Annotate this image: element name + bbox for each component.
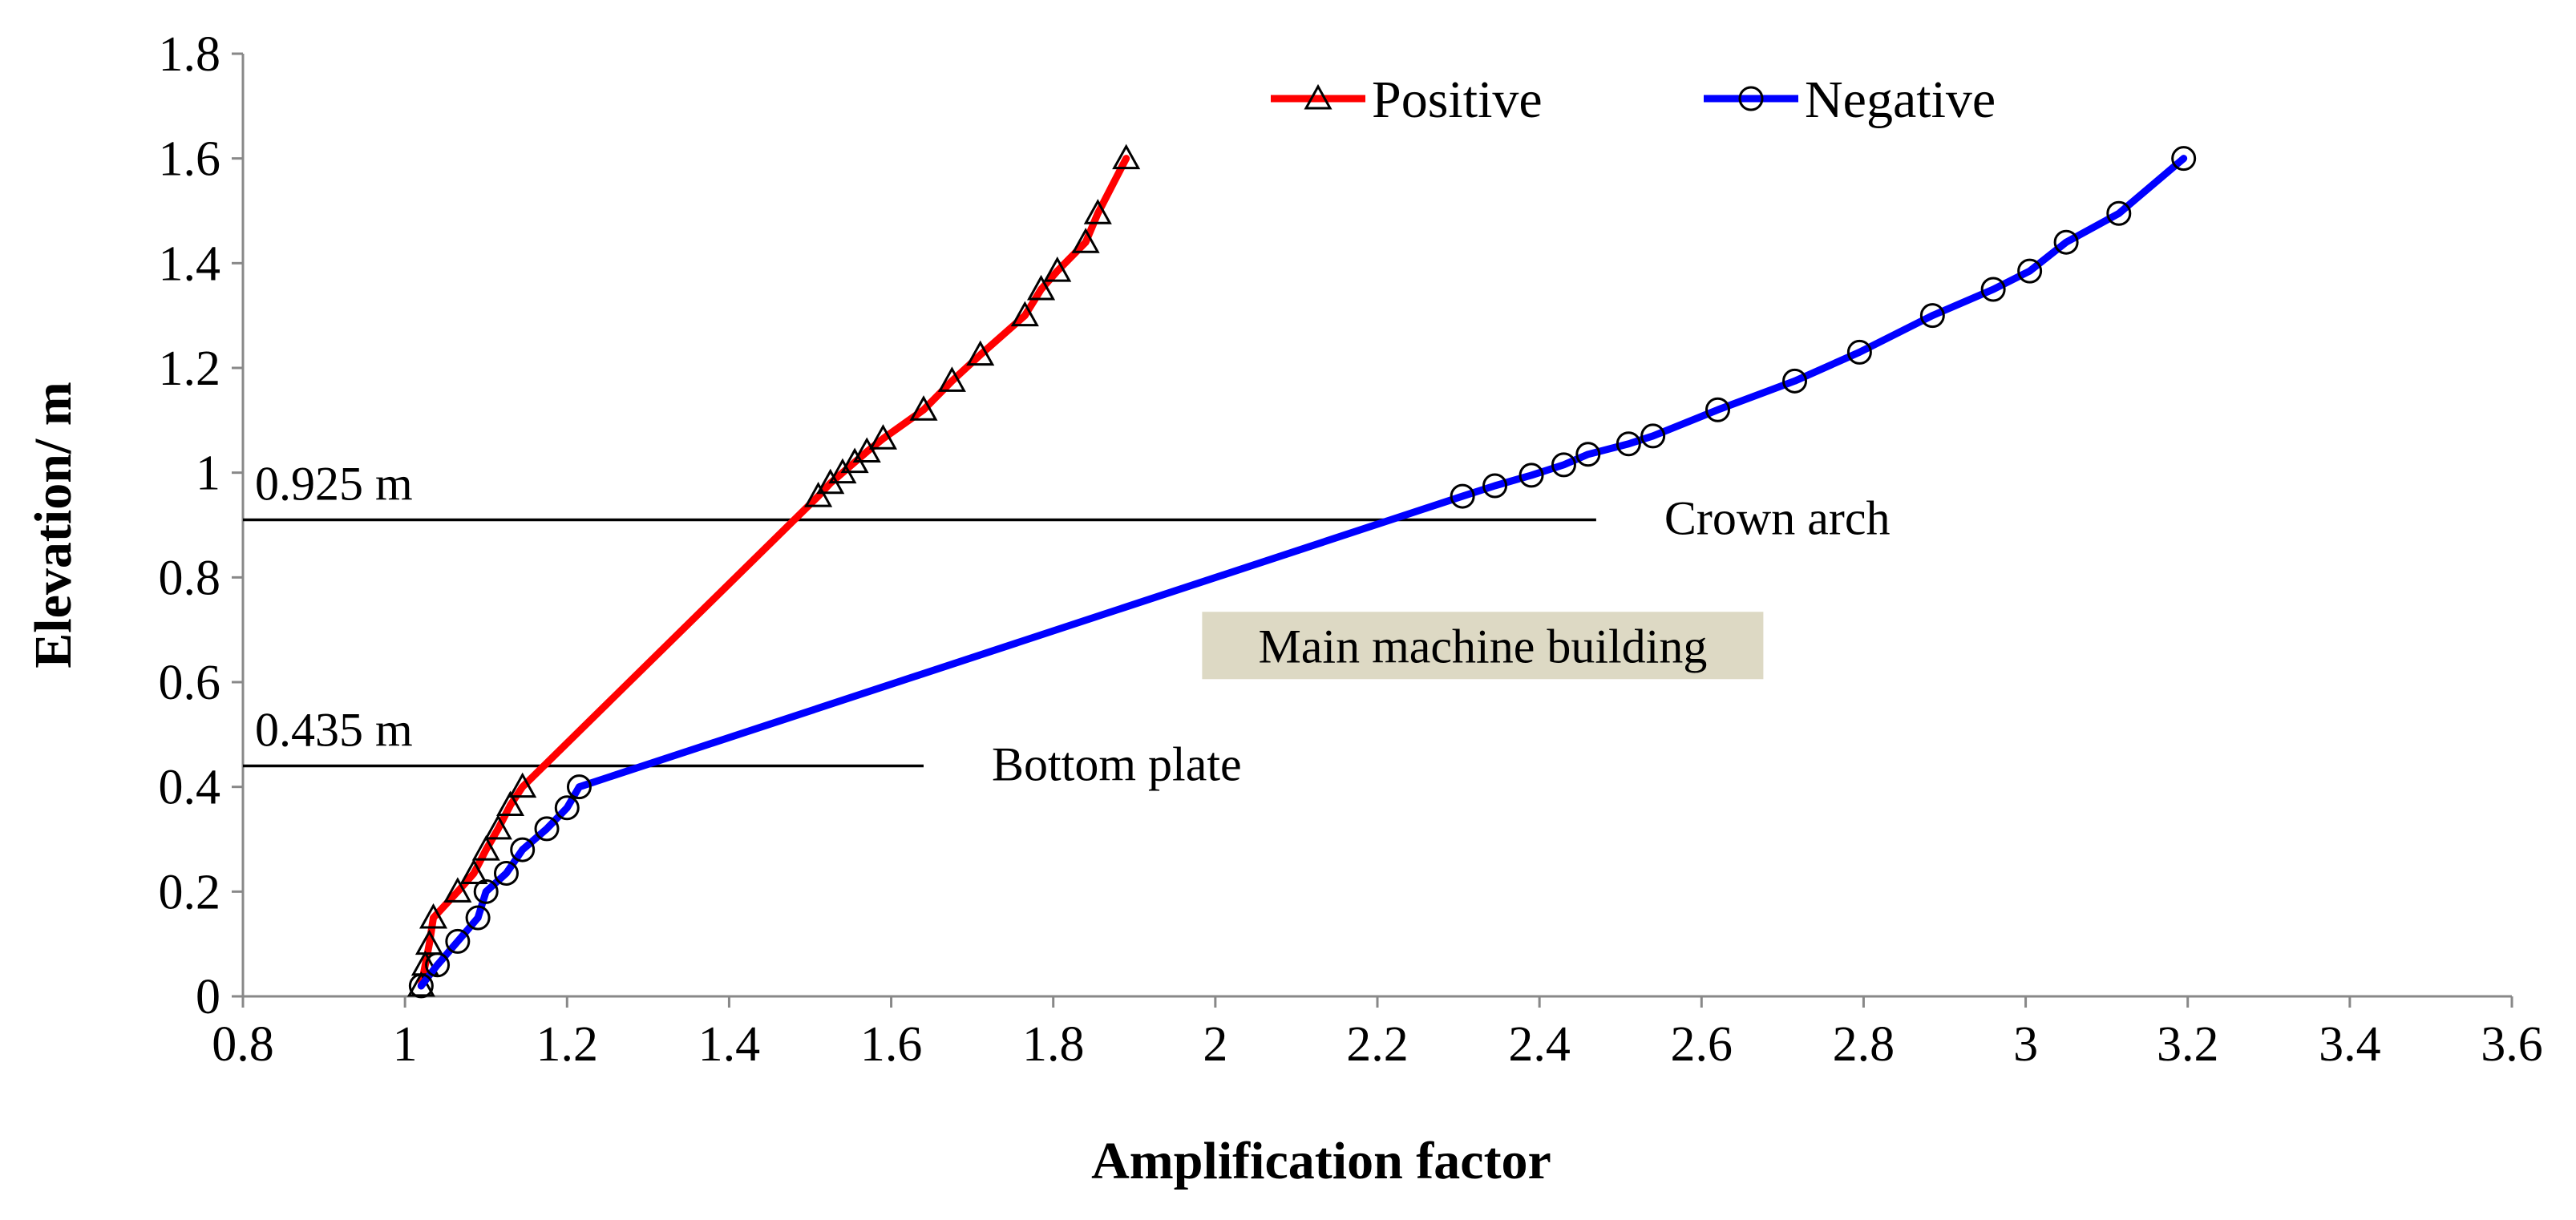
data-point-negative bbox=[1846, 339, 1872, 365]
data-point-positive bbox=[415, 929, 444, 955]
y-tick-label: 1.2 bbox=[159, 341, 221, 396]
y-tick-label: 1.8 bbox=[159, 27, 221, 82]
data-point-positive bbox=[406, 971, 435, 997]
data-point-negative bbox=[493, 860, 519, 886]
data-point-negative bbox=[1782, 368, 1808, 394]
data-point-positive bbox=[495, 790, 525, 817]
series-line-negative bbox=[417, 155, 2188, 990]
data-point-positive bbox=[1010, 301, 1039, 327]
data-point-negative bbox=[1980, 277, 2006, 302]
x-tick-label: 0.8 bbox=[212, 1017, 274, 1072]
x-tick-label: 2.2 bbox=[1346, 1017, 1409, 1072]
data-point-negative bbox=[1616, 431, 1641, 457]
annotations: Main machine building bbox=[1202, 612, 1764, 680]
reference-lines: 0.925 m Crown arch 0.435 m Bottom plate bbox=[243, 457, 1891, 791]
data-point-negative bbox=[2106, 200, 2132, 226]
axes: 0.8 1 1.2 1.4 1.6 1.8 2 2.2 2.4 2.6 2.8 3 3.2 3.4 3.6 0… bbox=[24, 27, 2543, 1190]
reference-line-side-label: Crown arch bbox=[1664, 491, 1891, 544]
legend-label-negative: Negative bbox=[1805, 71, 1996, 129]
y-tick-label: 1 bbox=[196, 446, 220, 501]
x-tick-label: 1.6 bbox=[860, 1017, 923, 1072]
y-tick-label: 0.6 bbox=[159, 656, 221, 710]
y-tick-label: 1.4 bbox=[159, 236, 221, 291]
annotation-text: Main machine building bbox=[1258, 620, 1707, 673]
legend: Positive Negative bbox=[1271, 71, 1996, 129]
y-tick-label: 1.6 bbox=[159, 132, 221, 187]
reference-line-label: 0.435 m bbox=[255, 704, 413, 757]
reference-line-side-label: Bottom plate bbox=[992, 738, 1242, 791]
y-tick-label: 0.8 bbox=[159, 551, 221, 605]
x-tick-label: 3.4 bbox=[2319, 1017, 2381, 1072]
data-point-negative bbox=[2171, 146, 2197, 172]
data-point-positive bbox=[1112, 143, 1141, 170]
data-point-negative bbox=[465, 905, 491, 931]
data-point-negative bbox=[554, 795, 580, 821]
data-point-negative bbox=[2017, 258, 2043, 284]
data-point-negative bbox=[534, 816, 560, 842]
y-tick-label: 0.2 bbox=[159, 865, 221, 919]
data-point-positive bbox=[868, 424, 898, 450]
series-positive bbox=[406, 143, 1141, 997]
legend-label-positive: Positive bbox=[1372, 71, 1543, 129]
data-point-negative bbox=[1519, 463, 1544, 488]
data-point-positive bbox=[909, 395, 938, 421]
data-point-positive bbox=[459, 858, 488, 884]
data-point-negative bbox=[1482, 473, 1508, 499]
annotation-box bbox=[1202, 612, 1764, 680]
x-tick-label: 1.2 bbox=[536, 1017, 599, 1072]
series-group bbox=[406, 143, 2197, 999]
data-point-negative bbox=[1575, 442, 1601, 467]
y-axis-title: Elevation/ m bbox=[24, 382, 83, 669]
legend-marker-positive bbox=[1304, 83, 1332, 110]
data-point-positive bbox=[1043, 257, 1072, 282]
data-point-positive bbox=[508, 772, 537, 798]
x-tick-label: 1 bbox=[393, 1017, 418, 1072]
x-tick-label: 2.8 bbox=[1833, 1017, 1895, 1072]
x-tick-label: 1.4 bbox=[698, 1017, 761, 1072]
data-point-negative bbox=[473, 879, 499, 904]
data-point-negative bbox=[1450, 483, 1475, 509]
data-point-positive bbox=[443, 877, 472, 903]
x-tick-label: 3 bbox=[2013, 1017, 2038, 1072]
data-point-positive bbox=[419, 903, 448, 929]
series-negative bbox=[408, 146, 2197, 999]
data-point-positive bbox=[471, 834, 500, 861]
x-tick-label: 2.4 bbox=[1508, 1017, 1571, 1072]
data-point-positive bbox=[937, 366, 966, 392]
data-point-negative bbox=[1705, 397, 1730, 422]
data-point-negative bbox=[566, 774, 592, 800]
data-point-negative bbox=[1919, 303, 1945, 329]
data-point-negative bbox=[445, 928, 471, 954]
data-point-negative bbox=[425, 952, 451, 978]
legend-marker-negative bbox=[1738, 86, 1764, 111]
data-point-negative bbox=[2053, 229, 2079, 255]
data-point-positive bbox=[1071, 228, 1100, 253]
y-tick-label: 0 bbox=[196, 970, 220, 1024]
x-tick-label: 2 bbox=[1203, 1017, 1227, 1072]
reference-line-label: 0.925 m bbox=[255, 457, 413, 510]
data-point-negative bbox=[1551, 452, 1576, 478]
x-axis-title: Amplification factor bbox=[1091, 1132, 1551, 1190]
data-point-positive bbox=[804, 481, 833, 507]
data-point-positive bbox=[1027, 274, 1056, 301]
data-point-positive bbox=[966, 340, 995, 366]
y-tick-label: 0.4 bbox=[159, 761, 221, 815]
data-point-negative bbox=[510, 837, 536, 862]
data-point-negative bbox=[408, 973, 434, 999]
x-tick-label: 2.6 bbox=[1671, 1017, 1733, 1072]
x-tick-label: 3.2 bbox=[2157, 1017, 2219, 1072]
x-tick-label: 1.8 bbox=[1022, 1017, 1085, 1072]
series-line-positive bbox=[417, 155, 1130, 990]
x-tick-label: 3.6 bbox=[2481, 1017, 2543, 1072]
data-point-positive bbox=[1083, 199, 1112, 224]
data-point-positive bbox=[483, 814, 512, 840]
data-point-positive bbox=[852, 437, 881, 463]
data-point-negative bbox=[1640, 423, 1666, 449]
